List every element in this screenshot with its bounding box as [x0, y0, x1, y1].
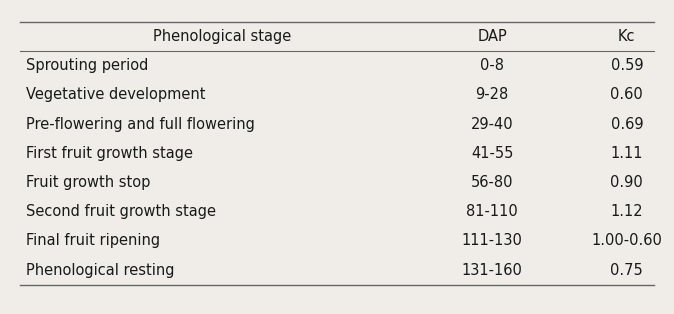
Text: 9-28: 9-28	[475, 88, 509, 102]
Text: 111-130: 111-130	[462, 234, 522, 248]
Text: Final fruit ripening: Final fruit ripening	[26, 234, 160, 248]
Text: First fruit growth stage: First fruit growth stage	[26, 146, 193, 161]
Text: Vegetative development: Vegetative development	[26, 88, 205, 102]
Text: 29-40: 29-40	[470, 117, 514, 132]
Text: 0.60: 0.60	[611, 88, 643, 102]
Text: 0.75: 0.75	[611, 263, 643, 278]
Text: 41-55: 41-55	[471, 146, 513, 161]
Text: 0.59: 0.59	[611, 58, 643, 73]
Text: Second fruit growth stage: Second fruit growth stage	[26, 204, 216, 219]
Text: 0-8: 0-8	[480, 58, 504, 73]
Text: Kc: Kc	[618, 29, 636, 44]
Text: 1.00-0.60: 1.00-0.60	[591, 234, 663, 248]
Text: 131-160: 131-160	[462, 263, 522, 278]
Text: 1.11: 1.11	[611, 146, 643, 161]
Text: Fruit growth stop: Fruit growth stop	[26, 175, 150, 190]
Text: 1.12: 1.12	[611, 204, 643, 219]
Text: Phenological resting: Phenological resting	[26, 263, 174, 278]
Text: 0.90: 0.90	[611, 175, 643, 190]
Text: 81-110: 81-110	[466, 204, 518, 219]
Text: Sprouting period: Sprouting period	[26, 58, 148, 73]
Text: Phenological stage: Phenological stage	[153, 29, 292, 44]
Text: 56-80: 56-80	[470, 175, 514, 190]
Text: DAP: DAP	[477, 29, 507, 44]
Text: 0.69: 0.69	[611, 117, 643, 132]
Text: Pre-flowering and full flowering: Pre-flowering and full flowering	[26, 117, 255, 132]
